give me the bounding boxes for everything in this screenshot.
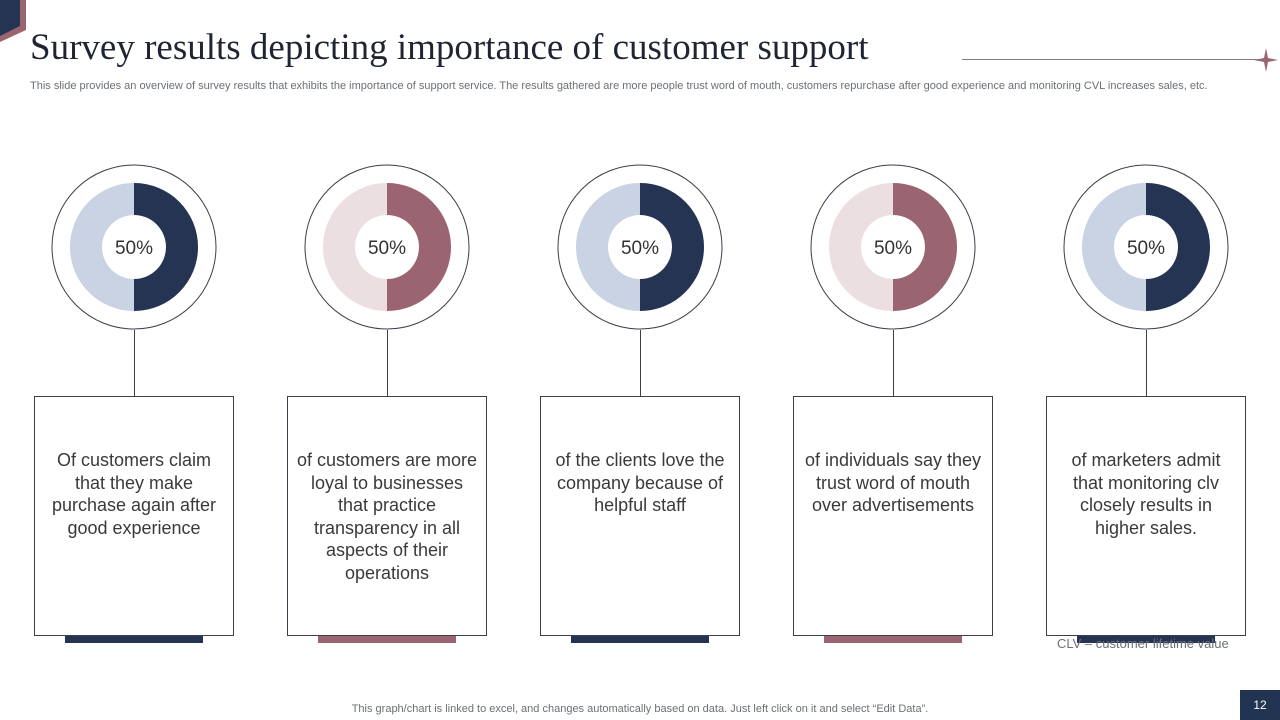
donut-percent-label: 50% [368,238,406,259]
donut-chart: 50% [51,164,217,330]
survey-item: 50% Of customers claim that they make pu… [34,164,234,644]
description-text: of individuals say they trust word of mo… [804,450,982,515]
description-card: of individuals say they trust word of mo… [793,396,993,636]
donut-percent-label: 50% [621,238,659,259]
donut-chart: 50% [810,164,976,330]
title-divider [962,59,1262,60]
clv-footnote: CLV – customer lifetime value [1057,636,1229,651]
donut-value-segment [1146,183,1210,311]
donut-value-segment [134,183,198,311]
survey-item: 50% of customers are more loyal to busin… [287,164,487,644]
donut-percent-label: 50% [1127,238,1165,259]
donut-chart: 50% [557,164,723,330]
description-text: Of customers claim that they make purcha… [51,450,217,538]
donut-value-segment [893,183,957,311]
survey-item: 50% of marketers admit that monitoring c… [1046,164,1246,644]
description-card: of the clients love the company because … [540,396,740,636]
accent-bar [318,636,456,643]
description-card: Of customers claim that they make purcha… [34,396,234,636]
donut-chart: 50% [1063,164,1229,330]
page-title: Survey results depicting importance of c… [30,27,869,68]
donut-percent-label: 50% [874,238,912,259]
connector-line [134,330,135,396]
survey-item: 50% of individuals say they trust word o… [793,164,993,644]
donut-value-segment [387,183,451,311]
connector-line [1146,330,1147,396]
connector-line [640,330,641,396]
description-text: of customers are more loyal to businesse… [296,450,478,583]
corner-hexagon-decoration [0,0,26,42]
accent-bar [65,636,203,643]
donut-value-segment [640,183,704,311]
donut-percent-label: 50% [115,238,153,259]
description-card: of customers are more loyal to businesse… [287,396,487,636]
connector-line [893,330,894,396]
description-card: of marketers admit that monitoring clv c… [1046,396,1246,636]
connector-line [387,330,388,396]
description-text: of marketers admit that monitoring clv c… [1071,450,1221,538]
accent-bar [571,636,709,643]
accent-bar [824,636,962,643]
description-text: of the clients love the company because … [555,450,725,515]
footer-note: This graph/chart is linked to excel, and… [351,703,929,715]
accent-bar [1077,636,1215,643]
survey-item: 50% of the clients love the company beca… [540,164,740,644]
sparkle-icon [1254,48,1278,72]
donut-chart: 50% [304,164,470,330]
page-subtitle: This slide provides an overview of surve… [30,80,1208,92]
page-number: 12 [1240,690,1280,720]
